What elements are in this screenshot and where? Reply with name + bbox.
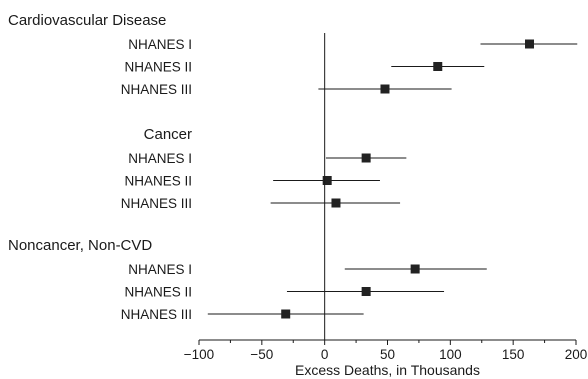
- x-tick-label: 100: [439, 347, 462, 362]
- x-tick-label: 0: [321, 347, 329, 362]
- row-label: NHANES I: [128, 262, 192, 277]
- group-label: Noncancer, Non-CVD: [8, 237, 152, 254]
- row-label: NHANES III: [121, 196, 192, 211]
- point-estimate: [322, 176, 332, 185]
- row-label: NHANES II: [124, 60, 192, 75]
- x-tick-label: 200: [565, 347, 588, 362]
- point-estimate: [525, 39, 535, 49]
- row-label: NHANES II: [124, 174, 192, 189]
- row-label: NHANES I: [128, 37, 192, 52]
- x-tick-label: −50: [250, 347, 273, 362]
- x-tick-label: 50: [380, 347, 395, 362]
- labels-layer: Cardiovascular Disease NHANES I NHANES II N…: [8, 12, 192, 322]
- row-label: NHANES I: [128, 151, 192, 166]
- point-estimate: [281, 309, 291, 319]
- point-estimate: [331, 198, 341, 208]
- row-label: NHANES III: [121, 82, 192, 97]
- x-tick-label: 150: [502, 347, 525, 362]
- plot-area: [207, 33, 578, 340]
- point-estimate: [361, 287, 371, 296]
- x-tick-label: −100: [184, 347, 214, 362]
- row-label: NHANES II: [124, 285, 192, 300]
- x-axis: −100 −50 0 50 100 150 200: [184, 339, 588, 362]
- point-estimate: [433, 62, 443, 71]
- point-estimate: [361, 153, 371, 163]
- group-label: Cardiovascular Disease: [8, 12, 166, 29]
- x-axis-title: Excess Deaths, in Thousands: [295, 362, 480, 378]
- point-estimate: [380, 84, 390, 94]
- point-estimate: [410, 264, 420, 274]
- row-label: NHANES III: [121, 307, 192, 322]
- group-label: Cancer: [144, 126, 192, 143]
